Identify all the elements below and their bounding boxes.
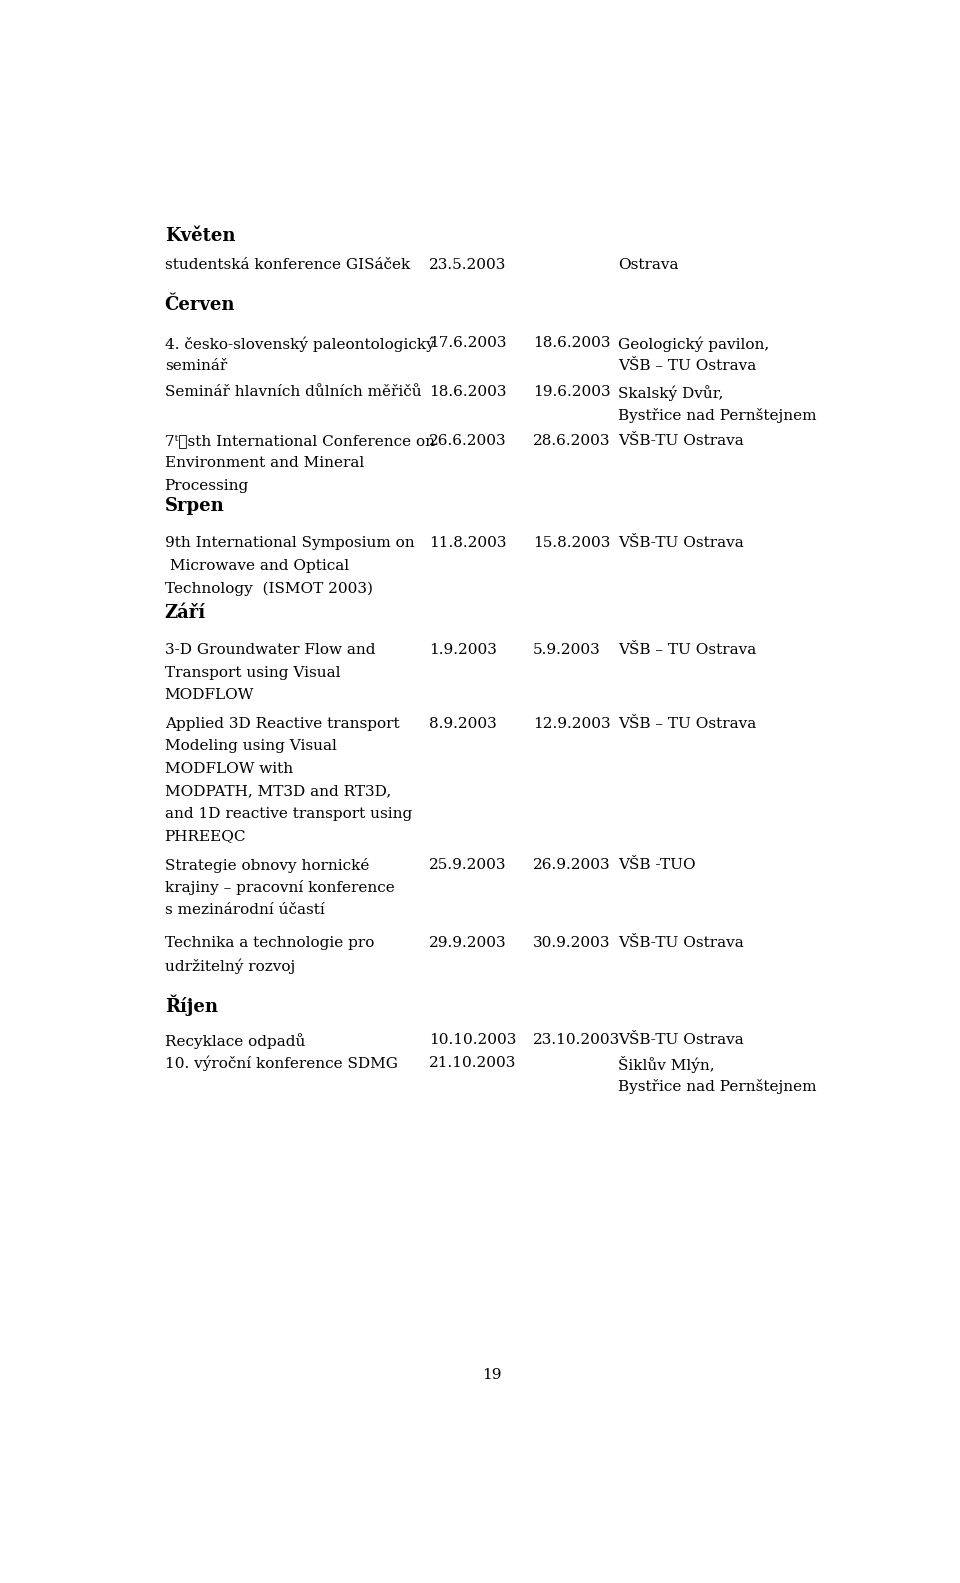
Text: 5.9.2003: 5.9.2003 bbox=[533, 643, 601, 657]
Text: Strategie obnovy hornické: Strategie obnovy hornické bbox=[165, 858, 369, 872]
Text: 9th International Symposium on: 9th International Symposium on bbox=[165, 537, 415, 551]
Text: Ostrava: Ostrava bbox=[618, 258, 679, 272]
Text: Transport using Visual: Transport using Visual bbox=[165, 666, 340, 681]
Text: 19: 19 bbox=[482, 1368, 502, 1382]
Text: 23.5.2003: 23.5.2003 bbox=[429, 258, 506, 272]
Text: 23.10.2003: 23.10.2003 bbox=[533, 1034, 620, 1048]
Text: udržitelný rozvoj: udržitelný rozvoj bbox=[165, 958, 295, 974]
Text: 28.6.2003: 28.6.2003 bbox=[533, 434, 611, 448]
Text: VŠB -TUO: VŠB -TUO bbox=[618, 858, 696, 872]
Text: Skalský Dvůr,: Skalský Dvůr, bbox=[618, 385, 724, 400]
Text: 30.9.2003: 30.9.2003 bbox=[533, 936, 611, 950]
Text: 26.6.2003: 26.6.2003 bbox=[429, 434, 506, 448]
Text: Říjen: Říjen bbox=[165, 994, 218, 1016]
Text: Microwave and Optical: Microwave and Optical bbox=[165, 559, 348, 573]
Text: MODFLOW with: MODFLOW with bbox=[165, 761, 293, 776]
Text: Srpen: Srpen bbox=[165, 497, 225, 514]
Text: PHREEQC: PHREEQC bbox=[165, 829, 246, 844]
Text: Technology  (ISMOT 2003): Technology (ISMOT 2003) bbox=[165, 581, 372, 595]
Text: 19.6.2003: 19.6.2003 bbox=[533, 385, 611, 399]
Text: 29.9.2003: 29.9.2003 bbox=[429, 936, 506, 950]
Text: Šiklův Mlýn,: Šiklův Mlýn, bbox=[618, 1056, 715, 1073]
Text: Recyklace odpadů: Recyklace odpadů bbox=[165, 1034, 305, 1050]
Text: VŠB-TU Ostrava: VŠB-TU Ostrava bbox=[618, 434, 744, 448]
Text: Applied 3D Reactive transport: Applied 3D Reactive transport bbox=[165, 717, 399, 730]
Text: krajiny – pracovní konference: krajiny – pracovní konference bbox=[165, 880, 395, 896]
Text: Září: Září bbox=[165, 605, 205, 622]
Text: Bystřice nad Pernštejnem: Bystřice nad Pernštejnem bbox=[618, 407, 817, 423]
Text: VŠB-TU Ostrava: VŠB-TU Ostrava bbox=[618, 936, 744, 950]
Text: VŠB – TU Ostrava: VŠB – TU Ostrava bbox=[618, 359, 756, 372]
Text: VŠB – TU Ostrava: VŠB – TU Ostrava bbox=[618, 717, 756, 730]
Text: 1.9.2003: 1.9.2003 bbox=[429, 643, 496, 657]
Text: 17.6.2003: 17.6.2003 bbox=[429, 336, 506, 350]
Text: 11.8.2003: 11.8.2003 bbox=[429, 537, 506, 551]
Text: MODPATH, MT3D and RT3D,: MODPATH, MT3D and RT3D, bbox=[165, 784, 391, 798]
Text: Červen: Červen bbox=[165, 296, 235, 313]
Text: Seminář hlavních důlních měřičů: Seminář hlavních důlních měřičů bbox=[165, 385, 421, 399]
Text: 4. česko-slovenský paleontologický: 4. česko-slovenský paleontologický bbox=[165, 336, 434, 351]
Text: 8.9.2003: 8.9.2003 bbox=[429, 717, 496, 730]
Text: Bystřice nad Pernštejnem: Bystřice nad Pernštejnem bbox=[618, 1078, 817, 1094]
Text: 18.6.2003: 18.6.2003 bbox=[533, 336, 611, 350]
Text: 26.9.2003: 26.9.2003 bbox=[533, 858, 611, 872]
Text: studentská konference GISáček: studentská konference GISáček bbox=[165, 258, 410, 272]
Text: 10. výroční konference SDMG: 10. výroční konference SDMG bbox=[165, 1056, 397, 1072]
Text: seminář: seminář bbox=[165, 359, 227, 372]
Text: Technika a technologie pro: Technika a technologie pro bbox=[165, 936, 374, 950]
Text: 18.6.2003: 18.6.2003 bbox=[429, 385, 506, 399]
Text: Geologický pavilon,: Geologický pavilon, bbox=[618, 336, 770, 351]
Text: 15.8.2003: 15.8.2003 bbox=[533, 537, 611, 551]
Text: 10.10.2003: 10.10.2003 bbox=[429, 1034, 516, 1048]
Text: and 1D reactive transport using: and 1D reactive transport using bbox=[165, 807, 412, 820]
Text: Modeling using Visual: Modeling using Visual bbox=[165, 739, 337, 754]
Text: VŠB-TU Ostrava: VŠB-TU Ostrava bbox=[618, 1034, 744, 1048]
Text: VŠB-TU Ostrava: VŠB-TU Ostrava bbox=[618, 537, 744, 551]
Text: Environment and Mineral: Environment and Mineral bbox=[165, 456, 364, 470]
Text: VŠB – TU Ostrava: VŠB – TU Ostrava bbox=[618, 643, 756, 657]
Text: s mezinárodní účastí: s mezinárodní účastí bbox=[165, 902, 324, 917]
Text: 21.10.2003: 21.10.2003 bbox=[429, 1056, 516, 1070]
Text: 7ᵗ˾sth International Conference on: 7ᵗ˾sth International Conference on bbox=[165, 434, 435, 448]
Text: 3-D Groundwater Flow and: 3-D Groundwater Flow and bbox=[165, 643, 375, 657]
Text: MODFLOW: MODFLOW bbox=[165, 689, 254, 703]
Text: 12.9.2003: 12.9.2003 bbox=[533, 717, 611, 730]
Text: Květen: Květen bbox=[165, 226, 235, 244]
Text: 25.9.2003: 25.9.2003 bbox=[429, 858, 506, 872]
Text: Processing: Processing bbox=[165, 478, 249, 492]
